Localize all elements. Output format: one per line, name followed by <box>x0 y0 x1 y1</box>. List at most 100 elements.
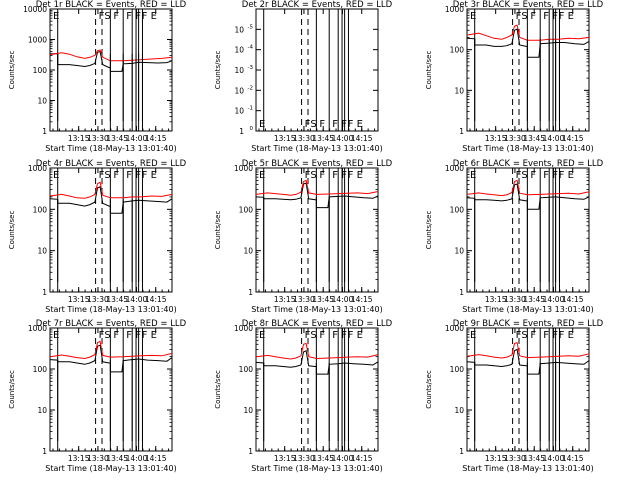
lld-series <box>49 49 173 62</box>
y-tick-exponent: 0 <box>250 126 254 132</box>
plot-frame <box>255 327 379 452</box>
plot-frame <box>49 327 173 452</box>
marker-label: F <box>348 330 354 341</box>
x-tick-label: 13:30 <box>504 454 526 463</box>
x-tick-label: 13:30 <box>293 454 315 463</box>
x-tick-label: 13:45 <box>106 454 128 463</box>
x-tick-label: 14:00 <box>543 295 565 304</box>
y-tick-label: 10 <box>454 247 464 256</box>
marker-label: F <box>341 330 347 341</box>
panel-det-8: Det 8r BLACK = Events, RED = LLD Counts/s… <box>214 319 393 473</box>
marker-label: F <box>135 11 141 22</box>
y-tick-label: 10 <box>243 247 253 256</box>
y-tick-label: 1000 <box>445 164 464 173</box>
marker-label: F <box>516 170 522 181</box>
marker-label: S <box>104 330 110 341</box>
x-axis-label: Start Time (18-May-13 13:01:40) <box>462 144 593 153</box>
marker-label: F <box>543 11 549 22</box>
marker-label: F <box>113 11 119 22</box>
y-tick-label: 10 <box>234 107 244 116</box>
marker-label: F <box>559 170 565 181</box>
x-tick-label: 13:45 <box>106 134 128 143</box>
marker-label: F <box>543 330 549 341</box>
y-tick-label: 10 <box>234 25 244 34</box>
marker-label: F <box>341 119 347 130</box>
x-tick-label: 13:15 <box>68 454 90 463</box>
marker-label: F <box>348 170 354 181</box>
marker-label: F <box>319 330 325 341</box>
y-axis-label: Counts/sec <box>214 211 222 250</box>
marker-label: E <box>568 330 574 341</box>
marker-label: F <box>552 170 558 181</box>
lld-series <box>255 342 379 360</box>
marker-label: E <box>259 119 265 130</box>
y-tick-label: 1 <box>42 447 47 456</box>
marker-label: F <box>516 11 522 22</box>
y-tick-label: 10 <box>454 86 464 95</box>
lld-series <box>49 181 173 199</box>
x-tick-label: 13:15 <box>485 454 507 463</box>
panel-det-2: Det 2r BLACK = Events, RED = LLD Counts/s… <box>214 0 393 153</box>
x-tick-label: 14:15 <box>562 454 584 463</box>
x-tick-label: 13:30 <box>293 134 315 143</box>
events-series <box>255 349 379 375</box>
y-tick-label: 1 <box>248 288 253 297</box>
x-tick-label: 14:00 <box>126 295 148 304</box>
marker-label: E <box>357 330 363 341</box>
x-tick-label: 13:45 <box>523 134 545 143</box>
marker-label: S <box>310 330 316 341</box>
x-tick-label: 14:00 <box>543 134 565 143</box>
y-tick-label: 1000 <box>445 5 464 14</box>
x-tick-label: 14:15 <box>351 295 373 304</box>
x-tick-label: 14:00 <box>126 134 148 143</box>
marker-label: F <box>305 170 311 181</box>
marker-label: F <box>126 330 132 341</box>
marker-label: F <box>126 170 132 181</box>
events-series <box>50 50 173 72</box>
x-tick-label: 14:15 <box>562 134 584 143</box>
x-tick-label: 13:15 <box>485 295 507 304</box>
panel-det-7: Det 7r BLACK = Events, RED = LLD Counts/s… <box>8 319 187 473</box>
lld-series <box>466 24 590 41</box>
x-tick-label: 13:30 <box>504 295 526 304</box>
plot-frame <box>466 327 590 452</box>
marker-label: E <box>470 170 476 181</box>
panel-det-5: Det 5r BLACK = Events, RED = LLD Counts/s… <box>214 159 393 314</box>
y-tick-label: 1 <box>42 288 47 297</box>
y-axis-label: Counts/sec <box>8 211 16 250</box>
x-tick-label: 13:15 <box>274 134 296 143</box>
marker-label: F <box>113 330 119 341</box>
marker-label: F <box>530 11 536 22</box>
x-tick-label: 13:45 <box>312 295 334 304</box>
y-axis-label: Counts/sec <box>425 51 433 90</box>
x-tick-label: 14:15 <box>351 134 373 143</box>
x-axis-label: Start Time (18-May-13 13:01:40) <box>45 305 176 314</box>
x-tick-label: 14:00 <box>332 454 354 463</box>
plot-frame <box>466 8 590 132</box>
x-tick-label: 13:15 <box>274 295 296 304</box>
y-tick-label: 100 <box>450 46 465 55</box>
marker-label: F <box>552 330 558 341</box>
marker-label: E <box>53 11 59 22</box>
x-tick-label: 14:00 <box>332 295 354 304</box>
panel-det-6: Det 6r BLACK = Events, RED = LLD Counts/s… <box>425 159 604 314</box>
x-tick-label: 13:45 <box>312 454 334 463</box>
marker-label: F <box>319 119 325 130</box>
x-tick-label: 14:15 <box>145 454 167 463</box>
marker-label: F <box>332 330 338 341</box>
x-tick-label: 14:15 <box>145 134 167 143</box>
marker-label: F <box>126 11 132 22</box>
y-tick-label: 10 <box>234 66 244 75</box>
lld-series <box>255 179 379 196</box>
y-tick-label: 100 <box>239 365 254 374</box>
x-tick-label: 13:15 <box>68 134 90 143</box>
x-tick-label: 14:00 <box>543 454 565 463</box>
panel-det-3: Det 3r BLACK = Events, RED = LLD Counts/s… <box>425 0 604 153</box>
lld-series <box>49 340 173 360</box>
x-tick-label: 14:00 <box>332 134 354 143</box>
y-tick-label: 1000 <box>28 36 47 45</box>
y-tick-label: 1000 <box>28 324 47 333</box>
y-tick-label: 10 <box>37 97 47 106</box>
y-tick-label: 10000 <box>23 5 47 14</box>
